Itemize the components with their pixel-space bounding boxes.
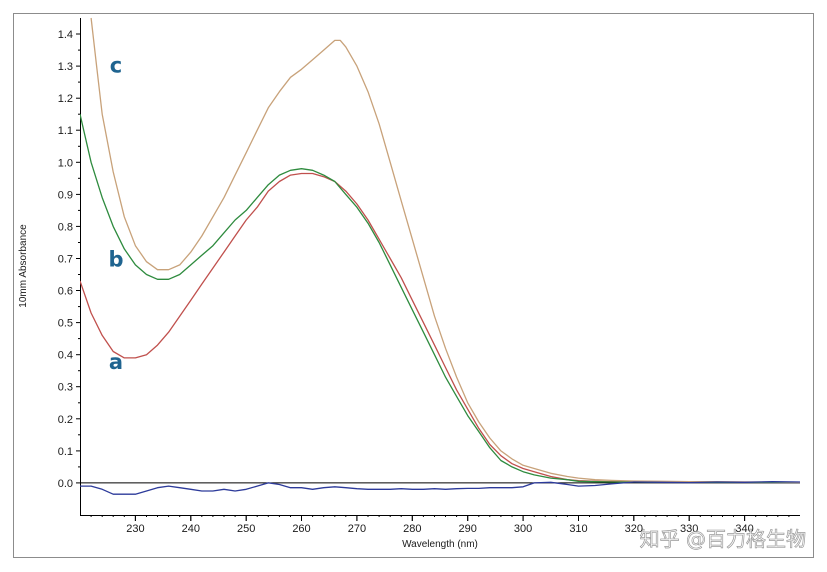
series-labels: a b c	[108, 54, 123, 375]
baseline-series-line	[80, 481, 800, 495]
series-b-label: b	[108, 248, 123, 272]
x-tick-label: 280	[403, 523, 421, 535]
y-tick-label: 0.0	[58, 478, 73, 490]
series-lines	[80, 17, 800, 495]
y-tick-label: 0.3	[58, 382, 73, 394]
y-tick-label: 0.7	[58, 254, 73, 266]
x-axis-ticks: 230 240 250 260 270 280 290 300 310 320 330 340	[90, 515, 790, 535]
series-c-line	[90, 17, 800, 483]
y-tick-label: 0.1	[58, 446, 73, 458]
x-tick-label: 330	[680, 523, 698, 535]
y-tick-label: 1.3	[58, 61, 73, 73]
x-tick-label: 240	[182, 523, 200, 535]
series-b-line	[80, 114, 800, 483]
y-tick-label: 0.9	[58, 189, 73, 201]
x-tick-label: 270	[348, 523, 366, 535]
y-tick-label: 1.0	[58, 157, 73, 169]
y-tick-label: 0.8	[58, 221, 73, 233]
x-tick-label: 230	[126, 523, 144, 535]
x-tick-label: 250	[237, 523, 255, 535]
y-axis-title: 10mm Absorbance	[18, 224, 29, 308]
x-tick-label: 320	[625, 523, 643, 535]
x-tick-label: 290	[459, 523, 477, 535]
series-c-label: c	[110, 54, 122, 78]
y-tick-label: 1.2	[58, 93, 73, 105]
outer-border	[13, 13, 814, 558]
x-axis-title: Wavelength (nm)	[402, 539, 478, 550]
x-tick-label: 300	[514, 523, 532, 535]
y-tick-label: 1.4	[58, 29, 73, 41]
watermark-text: 知乎 @百力格生物	[640, 527, 806, 551]
y-tick-label: 1.1	[58, 125, 73, 137]
x-tick-label: 310	[569, 523, 587, 535]
x-tick-label: 340	[735, 523, 753, 535]
x-tick-label: 260	[292, 523, 310, 535]
y-axis-ticks: 0.0 0.1 0.2 0.3 0.4 0.5 0.6 0.7 0.8 0.9 1.0 1.1 1.2 1…	[58, 29, 80, 490]
y-tick-label: 0.2	[58, 414, 73, 426]
y-tick-label: 0.5	[58, 318, 73, 330]
y-tick-label: 0.4	[58, 350, 73, 362]
y-tick-label: 0.6	[58, 286, 73, 298]
series-a-label: a	[109, 350, 123, 374]
